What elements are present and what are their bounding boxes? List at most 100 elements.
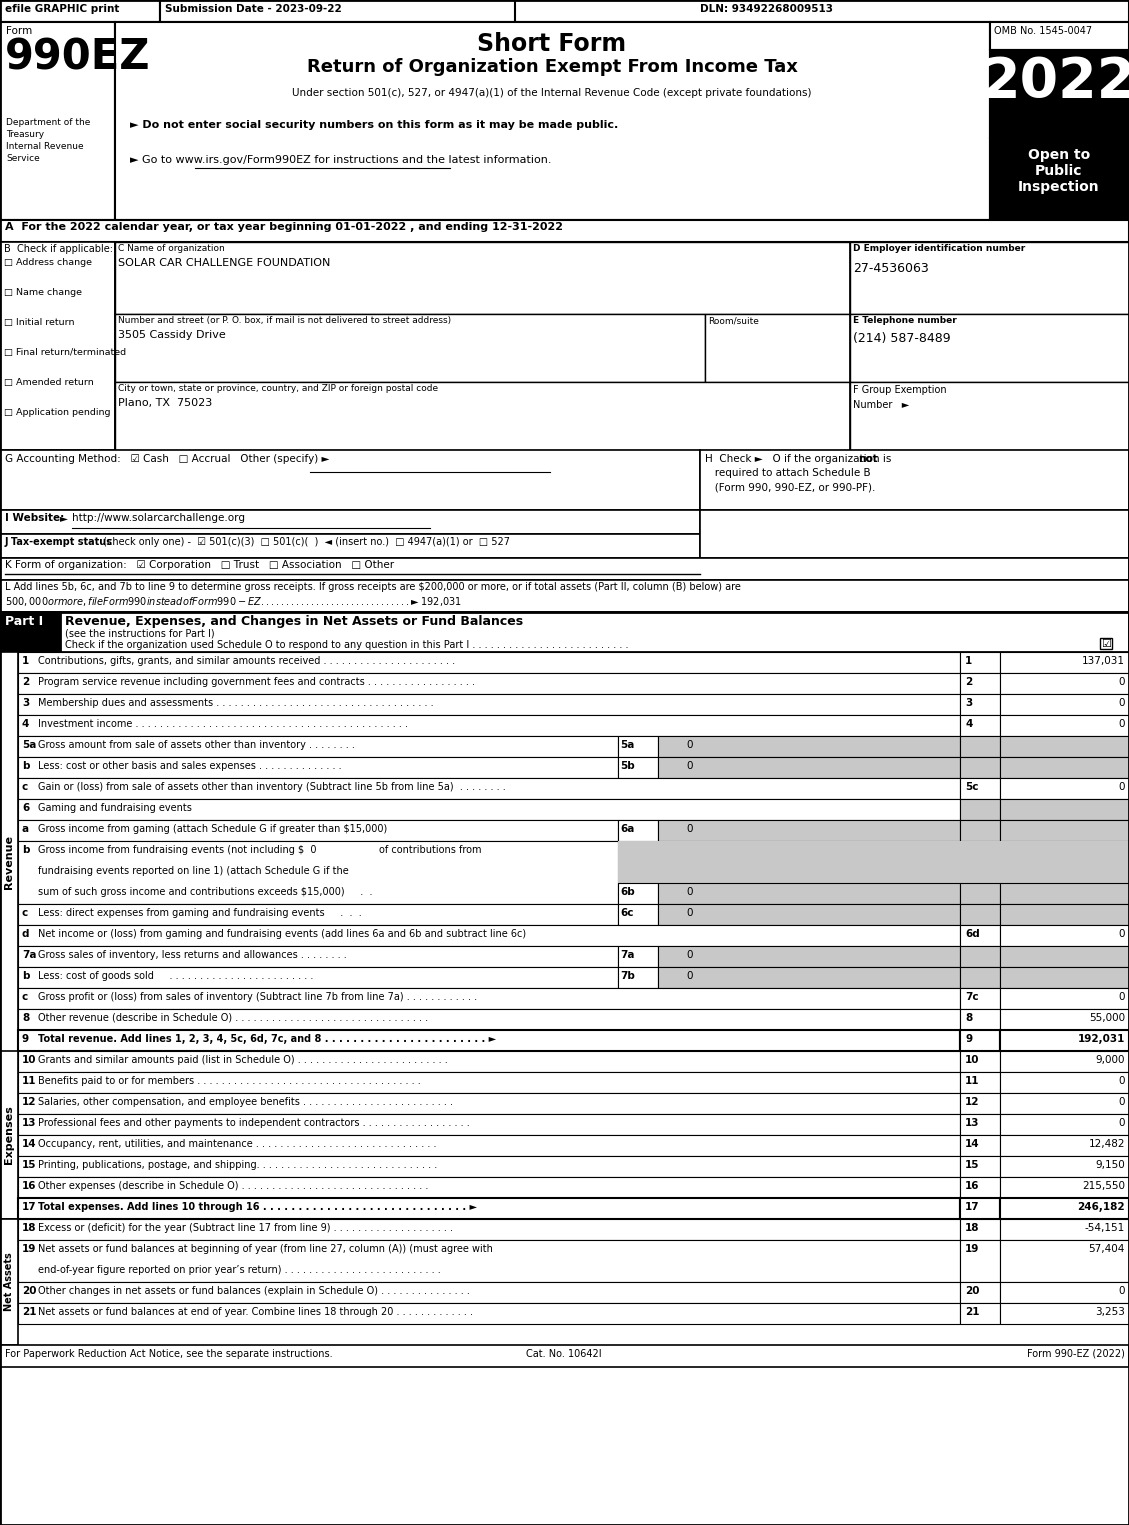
Text: 14: 14 <box>21 1139 36 1148</box>
Bar <box>18 967 618 988</box>
Text: 2: 2 <box>965 677 972 686</box>
Text: Gross profit or (loss) from sales of inventory (Subtract line 7b from line 7a) .: Gross profit or (loss) from sales of inv… <box>38 991 478 1002</box>
Bar <box>1000 673 1129 694</box>
Bar <box>1000 1218 1129 1240</box>
Text: 0: 0 <box>1119 718 1124 729</box>
Bar <box>18 840 618 904</box>
Bar <box>18 737 618 756</box>
Bar <box>0 558 1129 580</box>
Bar <box>18 1135 960 1156</box>
Bar <box>850 381 1129 450</box>
Bar <box>960 1135 1000 1156</box>
Bar <box>960 1156 1000 1177</box>
Text: J Tax-exempt status: J Tax-exempt status <box>5 537 113 547</box>
Text: 8: 8 <box>21 1013 29 1023</box>
Text: c: c <box>21 907 28 918</box>
Bar <box>18 1177 960 1199</box>
Text: 5a: 5a <box>21 740 36 750</box>
Text: Gross sales of inventory, less returns and allowances . . . . . . . .: Gross sales of inventory, less returns a… <box>38 950 347 961</box>
Bar <box>1000 756 1129 778</box>
Bar <box>960 1113 1000 1135</box>
Bar <box>960 799 1000 820</box>
Text: 6a: 6a <box>620 824 634 834</box>
Text: 0: 0 <box>1119 1077 1124 1086</box>
Text: fundraising events reported on line 1) (attach Schedule G if the: fundraising events reported on line 1) (… <box>38 866 349 875</box>
Bar <box>658 737 960 756</box>
Text: 7a: 7a <box>21 950 36 961</box>
Text: D Employer identification number: D Employer identification number <box>854 244 1025 253</box>
Text: 0: 0 <box>686 740 693 750</box>
Bar <box>850 242 1129 450</box>
Text: 4: 4 <box>21 718 29 729</box>
Text: A  For the 2022 calendar year, or tax year beginning 01-01-2022 , and ending 12-: A For the 2022 calendar year, or tax yea… <box>5 223 563 232</box>
Text: Grants and similar amounts paid (list in Schedule O) . . . . . . . . . . . . . .: Grants and similar amounts paid (list in… <box>38 1055 448 1064</box>
Bar <box>960 946 1000 967</box>
Text: 17: 17 <box>21 1202 36 1212</box>
Text: efile GRAPHIC print: efile GRAPHIC print <box>5 5 120 14</box>
Text: 9,000: 9,000 <box>1095 1055 1124 1064</box>
Bar <box>990 21 1129 50</box>
Bar <box>618 883 658 904</box>
Text: 0: 0 <box>1119 1286 1124 1296</box>
Bar <box>960 1218 1000 1240</box>
Bar <box>18 1283 960 1302</box>
Text: 5a: 5a <box>620 740 634 750</box>
Bar <box>618 737 658 756</box>
Bar <box>960 1051 1000 1072</box>
Text: 7b: 7b <box>620 971 634 981</box>
Text: Other changes in net assets or fund balances (explain in Schedule O) . . . . . .: Other changes in net assets or fund bala… <box>38 1286 470 1296</box>
Text: Salaries, other compensation, and employee benefits . . . . . . . . . . . . . . : Salaries, other compensation, and employ… <box>38 1096 453 1107</box>
Text: c: c <box>21 782 28 791</box>
Bar <box>115 21 990 220</box>
Text: Form 990-EZ (2022): Form 990-EZ (2022) <box>1027 1350 1124 1359</box>
Text: 0: 0 <box>686 761 693 772</box>
Bar <box>960 737 1000 756</box>
Text: 8: 8 <box>965 1013 972 1023</box>
Text: Net assets or fund balances at end of year. Combine lines 18 through 20 . . . . : Net assets or fund balances at end of ye… <box>38 1307 473 1318</box>
Bar <box>1000 1240 1129 1283</box>
Text: 6: 6 <box>21 804 29 813</box>
Text: Program service revenue including government fees and contracts . . . . . . . . : Program service revenue including govern… <box>38 677 475 686</box>
Text: required to attach Schedule B: required to attach Schedule B <box>704 468 870 477</box>
Text: E Telephone number: E Telephone number <box>854 316 956 325</box>
Text: Less: cost of goods sold     . . . . . . . . . . . . . . . . . . . . . . . .: Less: cost of goods sold . . . . . . . .… <box>38 971 314 981</box>
Text: B  Check if applicable:: B Check if applicable: <box>5 244 113 255</box>
Text: 13: 13 <box>965 1118 980 1128</box>
Bar <box>1000 840 1129 883</box>
Bar <box>850 314 1129 381</box>
Bar <box>18 694 960 715</box>
Text: 3: 3 <box>21 698 29 708</box>
Text: Membership dues and assessments . . . . . . . . . . . . . . . . . . . . . . . . : Membership dues and assessments . . . . … <box>38 698 434 708</box>
Text: 11: 11 <box>965 1077 980 1086</box>
Bar <box>658 756 960 778</box>
Bar <box>960 1177 1000 1199</box>
Bar <box>0 509 700 534</box>
Text: end-of-year figure reported on prior year’s return) . . . . . . . . . . . . . . : end-of-year figure reported on prior yea… <box>38 1266 440 1275</box>
Text: 2022: 2022 <box>982 55 1129 108</box>
Text: d: d <box>21 929 29 939</box>
Text: 0: 0 <box>686 888 693 897</box>
Text: -54,151: -54,151 <box>1085 1223 1124 1234</box>
Text: 0: 0 <box>686 950 693 961</box>
Bar <box>18 926 960 946</box>
Text: Check if the organization used Schedule O to respond to any question in this Par: Check if the organization used Schedule … <box>65 640 629 650</box>
Bar <box>18 1218 960 1240</box>
Text: 7a: 7a <box>620 950 634 961</box>
Text: □ Application pending: □ Application pending <box>5 409 111 416</box>
Text: 10: 10 <box>965 1055 980 1064</box>
Bar <box>0 534 700 558</box>
Text: Service: Service <box>6 154 40 163</box>
Text: Excess or (deficit) for the year (Subtract line 17 from line 9) . . . . . . . . : Excess or (deficit) for the year (Subtra… <box>38 1223 453 1234</box>
Bar <box>1000 737 1129 756</box>
Text: ► Go to www.irs.gov/Form990EZ for instructions and the latest information.: ► Go to www.irs.gov/Form990EZ for instru… <box>130 156 551 165</box>
Bar <box>618 904 658 926</box>
Text: 9: 9 <box>21 1034 29 1045</box>
Bar <box>18 673 960 694</box>
Text: Submission Date - 2023-09-22: Submission Date - 2023-09-22 <box>165 5 342 14</box>
Bar <box>0 1218 18 1345</box>
Text: F Group Exemption: F Group Exemption <box>854 384 946 395</box>
Bar <box>960 883 1000 904</box>
Text: 20: 20 <box>21 1286 36 1296</box>
Text: Other expenses (describe in Schedule O) . . . . . . . . . . . . . . . . . . . . : Other expenses (describe in Schedule O) … <box>38 1180 428 1191</box>
Text: 16: 16 <box>965 1180 980 1191</box>
